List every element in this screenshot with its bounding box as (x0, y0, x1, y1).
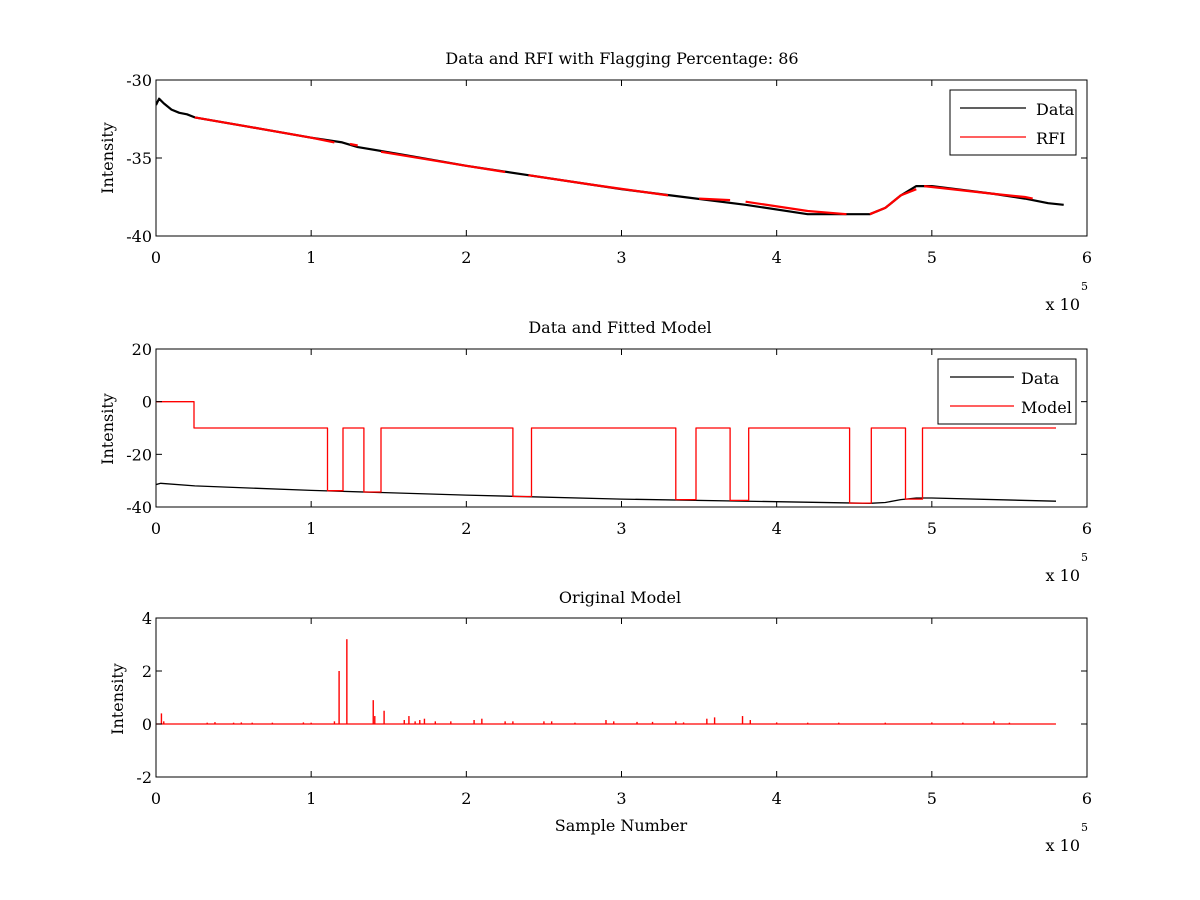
subplot-1-legend-box (949, 89, 1077, 156)
subplot-1-plot-area (156, 97, 1064, 216)
subplot-1-series-rfi-segment (699, 197, 731, 202)
subplot-3-x-tick-label: 6 (1082, 789, 1092, 808)
subplot-1-multiplier-exponent: 5 (1081, 280, 1088, 293)
subplot-1-legend-label-data: Data (1036, 100, 1075, 119)
subplot-1-ylabel: Intensity (98, 122, 117, 194)
subplot-1-x-tick-label: 5 (927, 248, 937, 267)
subplot-3-x-tick-label: 5 (927, 789, 937, 808)
subplot-2-series-model-line (156, 401, 1056, 504)
subplot-3-title: Original Model (559, 588, 681, 607)
subplot-1-legend-label-rfi: RFI (1036, 129, 1065, 148)
subplot-2-title: Data and Fitted Model (528, 318, 711, 337)
subplot-2-legend: Data Model (937, 358, 1077, 425)
subplot-1-series-rfi-segment (349, 142, 358, 147)
subplot-1-multiplier-base: x 10 (1046, 295, 1080, 314)
subplot-1-axes-frame (155, 79, 1088, 237)
subplot-2-multiplier-base: x 10 (1046, 566, 1080, 585)
subplot-3-multiplier-base: x 10 (1046, 836, 1080, 855)
subplot-3-multiplier-exponent: 5 (1081, 821, 1088, 834)
subplot-2-multiplier: x 10 5 (1046, 551, 1088, 585)
subplot-1-y-tick-label: -35 (126, 149, 152, 168)
subplot-1-title: Data and RFI with Flagging Percentage: 8… (445, 49, 798, 68)
subplot-3-ylabel: Intensity (108, 663, 127, 735)
subplot-3-y-tick-label: 0 (142, 715, 152, 734)
subplot-1-multiplier: x 10 5 (1046, 280, 1088, 314)
subplot-2-x-tick-label: 5 (927, 519, 937, 538)
subplot-3-axes-frame (155, 617, 1088, 778)
subplot-2-x-tick-label: 1 (306, 519, 316, 538)
subplot-1-series-rfi-segment (380, 150, 506, 174)
subplot-1-x-tick-label: 3 (616, 248, 626, 267)
subplot-1-series-rfi-segment (923, 185, 1033, 200)
subplot-3-x-tick-label: 2 (461, 789, 471, 808)
subplot-1-x-tick-label: 6 (1082, 248, 1092, 267)
subplot-2-legend-box (937, 358, 1077, 425)
subplot-2-y-tick-label: 20 (132, 340, 152, 359)
subplot-2-x-tick-label: 0 (151, 519, 161, 538)
subplot-1-y-tick-label: -40 (126, 227, 152, 246)
subplot-2-legend-label-data: Data (1021, 369, 1060, 388)
subplot-2-x-tick-label: 6 (1082, 519, 1092, 538)
subplot-1-y-tick-label: -30 (126, 71, 152, 90)
subplot-2-x-tick-label: 2 (461, 519, 471, 538)
subplot-1-series-rfi-segment (194, 116, 335, 144)
subplot-3-y-tick-label: 2 (142, 662, 152, 681)
subplot-3-y-tick-label: 4 (142, 609, 152, 628)
subplot-1-x-tick-label: 2 (461, 248, 471, 267)
subplot-1-legend: Data RFI (949, 89, 1077, 156)
subplot-3-y-tick-label: -2 (136, 768, 152, 787)
subplot-2-ylabel: Intensity (98, 393, 117, 465)
subplot-2-legend-label-model: Model (1021, 398, 1072, 417)
subplot-1-series-rfi-segment (528, 174, 669, 197)
subplot-2-y-tick-label: 0 (142, 393, 152, 412)
subplot-2: Data and Fitted Model Intensity x 10 5 0… (98, 318, 1092, 585)
subplot-3-multiplier: x 10 5 (1046, 821, 1088, 855)
subplot-1-series-rfi-segment (745, 200, 847, 216)
subplot-3-x-tick-label: 0 (151, 789, 161, 808)
subplot-1-x-tick-label: 1 (306, 248, 316, 267)
subplot-1-x-tick-label: 0 (151, 248, 161, 267)
subplot-3: Original Model Intensity Sample Number x… (108, 588, 1092, 855)
subplot-3-plot-area (156, 639, 1056, 725)
subplot-2-x-tick-label: 4 (772, 519, 782, 538)
subplot-1: Data and RFI with Flagging Percentage: 8… (98, 49, 1092, 314)
subplot-3-x-tick-label: 4 (772, 789, 782, 808)
subplot-1-x-tick-label: 4 (772, 248, 782, 267)
subplot-3-xlabel: Sample Number (555, 816, 688, 835)
subplot-2-multiplier-exponent: 5 (1081, 551, 1088, 564)
subplot-2-y-tick-label: -40 (126, 498, 152, 517)
subplot-2-y-tick-label: -20 (126, 445, 152, 464)
subplot-3-x-tick-label: 3 (616, 789, 626, 808)
subplot-1-series-rfi-segment (869, 188, 917, 216)
subplot-3-x-tick-label: 1 (306, 789, 316, 808)
subplot-2-x-tick-label: 3 (616, 519, 626, 538)
